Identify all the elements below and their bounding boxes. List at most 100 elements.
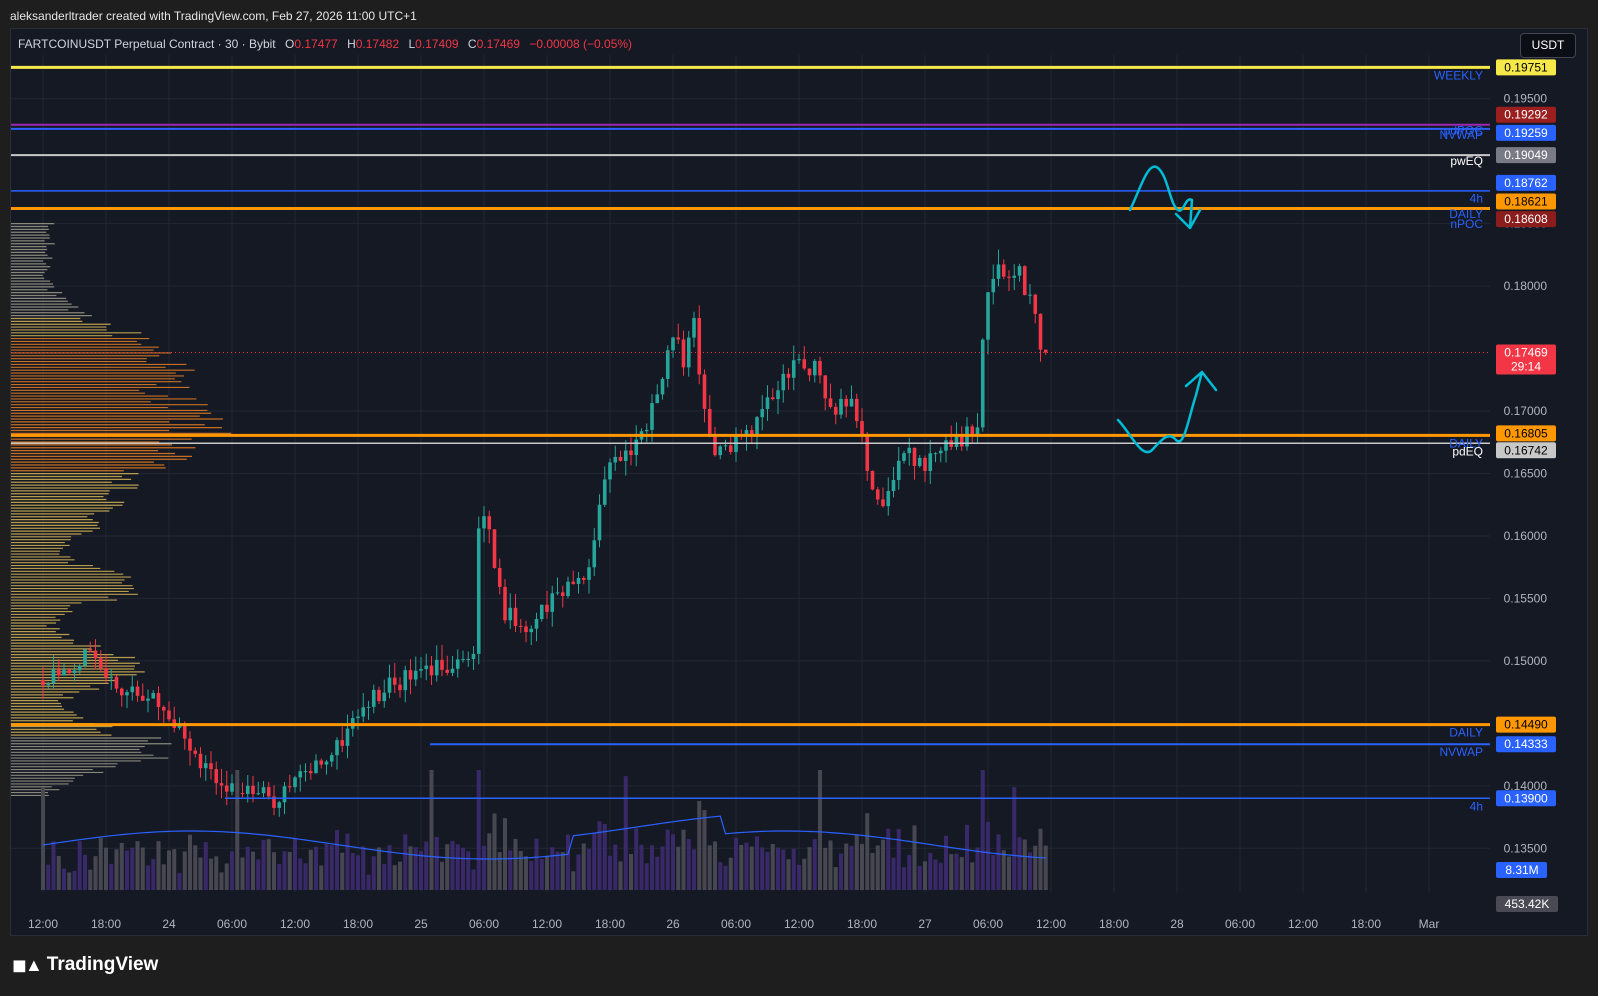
time-tick-label: 18:00	[847, 917, 877, 931]
candle-body	[749, 430, 754, 435]
symbol-title[interactable]: FARTCOINUSDT Perpetual Contract · 30 · B…	[18, 37, 276, 51]
volume-bar	[686, 839, 691, 890]
volume-bar	[98, 838, 103, 890]
candle-body	[450, 668, 455, 673]
candle-body	[587, 567, 591, 580]
candle-body	[224, 785, 229, 792]
level-label: pdEQ	[1452, 444, 1483, 458]
volume-bar	[660, 846, 665, 890]
level-label: 4h	[1470, 799, 1483, 813]
volume-bar	[56, 855, 61, 890]
time-tick-label: 18:00	[343, 917, 373, 931]
candle-body	[702, 374, 707, 409]
volume-bar	[928, 852, 933, 890]
volume-bar	[949, 854, 954, 890]
level-price-tag	[1496, 124, 1556, 141]
candle-body	[555, 592, 560, 594]
level-label: WEEKLY	[1434, 68, 1483, 82]
volume-bar	[986, 821, 990, 890]
candle-body	[413, 670, 418, 680]
volume-bar	[340, 852, 345, 890]
volume-bar	[944, 835, 948, 890]
candle-body	[529, 628, 534, 633]
time-tick-label: 18:00	[595, 917, 625, 931]
volume-bar	[760, 847, 765, 890]
volume-bar	[1028, 852, 1032, 890]
candle-body	[503, 586, 507, 621]
time-tick-label: 12:00	[532, 917, 562, 931]
volume-bar	[1038, 828, 1043, 890]
candle-body	[161, 707, 166, 711]
price-tick-label: 0.15500	[1504, 591, 1548, 605]
candle-body	[329, 755, 334, 762]
volume-bar	[718, 862, 723, 890]
time-tick-label: 18:00	[91, 917, 121, 931]
volume-bar	[314, 846, 318, 890]
volume-bar	[539, 859, 544, 890]
volume-bar	[671, 834, 675, 890]
volume-bar	[298, 858, 303, 890]
candle-body	[933, 453, 938, 455]
volume-current-value: 453.42K	[1505, 897, 1550, 911]
level-price-tag-text: 0.13900	[1504, 791, 1548, 805]
volume-bar	[261, 839, 266, 890]
volume-bar	[41, 787, 45, 890]
candle-body	[482, 516, 486, 529]
time-tick-label: 06:00	[973, 917, 1003, 931]
candle-body	[996, 264, 1001, 279]
symbol-legend: FARTCOINUSDT Perpetual Contract · 30 · B…	[18, 37, 632, 51]
volume-bar	[345, 833, 350, 890]
volume-bar	[419, 850, 423, 890]
candle-body	[109, 676, 114, 678]
candle-body	[114, 676, 119, 689]
volume-bar	[828, 840, 833, 890]
candle-body	[545, 604, 549, 612]
volume-bar	[366, 874, 371, 890]
volume-bar	[697, 800, 702, 890]
volume-bar	[245, 846, 250, 890]
candle-body	[576, 577, 581, 584]
volume-bar	[398, 861, 402, 890]
volume-bar	[1033, 845, 1038, 890]
candle-body	[518, 625, 523, 627]
volume-bar	[408, 846, 413, 890]
projection-drawing-down	[1128, 165, 1202, 230]
currency-selector[interactable]: USDT	[1520, 33, 1576, 58]
candle-body	[41, 680, 45, 686]
volume-bar	[576, 854, 581, 890]
candle-body	[466, 659, 471, 661]
level-price-tag-text: 0.19292	[1504, 108, 1548, 122]
candle-body	[860, 421, 864, 435]
low-label: L	[408, 37, 416, 51]
candle-body	[524, 626, 528, 633]
candle-body	[1017, 266, 1022, 276]
candle-body	[896, 460, 901, 480]
volume-bar	[650, 845, 654, 890]
candle-body	[104, 668, 108, 678]
volume-bar	[497, 852, 502, 890]
volume-bar	[770, 843, 775, 890]
volume-bar	[135, 841, 140, 890]
volume-bar	[125, 850, 129, 890]
volume-bar	[749, 846, 754, 890]
candle-body	[46, 683, 51, 686]
volume-bar	[371, 856, 376, 890]
candle-body	[476, 528, 481, 654]
candle-body	[550, 593, 555, 612]
volume-bar	[797, 864, 801, 890]
candle-body	[608, 462, 612, 480]
candle-body	[62, 669, 66, 676]
candle-body	[293, 777, 297, 788]
candle-body	[497, 567, 502, 587]
volume-bar	[403, 834, 408, 890]
candle-body	[812, 360, 817, 376]
candle-body	[881, 499, 885, 507]
candle-body	[287, 786, 292, 788]
candle-body	[1012, 275, 1017, 278]
candle-body	[125, 692, 129, 696]
price-tick-label: 0.18000	[1504, 279, 1548, 293]
close-value: 0.17469	[476, 37, 520, 51]
level-price-tag	[1496, 425, 1556, 442]
level-price-tag-text: 0.16805	[1504, 426, 1548, 440]
